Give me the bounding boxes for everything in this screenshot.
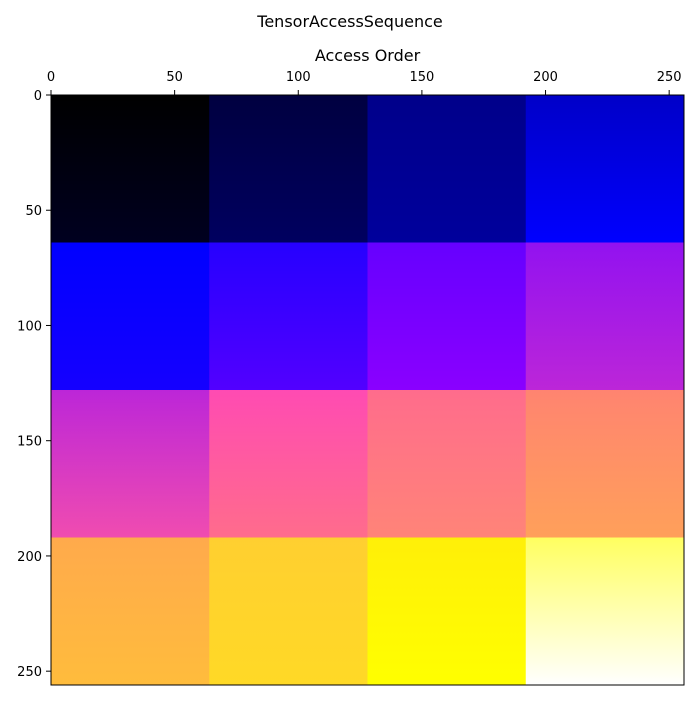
y-tick-label: 100: [17, 319, 42, 334]
x-axis-label: Access Order: [315, 46, 421, 65]
y-tick-label: 150: [17, 435, 42, 450]
heatmap-cell-r1-c3: [525, 242, 685, 391]
heatmap-cell-r3-c2: [367, 537, 527, 686]
heatmap-cells: [51, 95, 685, 686]
x-tick-label: 50: [166, 70, 183, 85]
y-axis-ticks: 0 50 100 150 200 250: [17, 89, 51, 680]
heatmap-cell-r2-c0: [51, 390, 210, 538]
plot-frame: [50, 94, 685, 686]
heatmap-cell-r1-c2: [367, 242, 527, 391]
y-tick-label: 0: [34, 89, 42, 104]
x-axis-ticks: 0 50 100 150 200 250: [47, 70, 682, 95]
heatmap-cell-r3-c3: [525, 537, 685, 686]
heatmap-cell-r0-c3: [525, 95, 685, 243]
x-tick-label: 200: [533, 70, 558, 85]
heatmap-cell-r1-c0: [51, 242, 210, 391]
heatmap-cell-r3-c1: [209, 537, 368, 686]
chart-title: TensorAccessSequence: [256, 12, 442, 31]
heatmap-cell-r2-c2: [367, 390, 527, 538]
x-tick-label: 150: [409, 70, 434, 85]
heatmap-cell-r1-c1: [209, 242, 368, 391]
y-tick-label: 50: [25, 204, 42, 219]
x-tick-label: 100: [286, 70, 311, 85]
heatmap-cell-r2-c1: [209, 390, 368, 538]
y-tick-label: 200: [17, 550, 42, 565]
heatmap-cell-r0-c2: [367, 95, 527, 243]
heatmap-cell-r2-c3: [525, 390, 685, 538]
x-tick-label: 0: [47, 70, 55, 85]
heatmap-cell-r0-c1: [209, 95, 368, 243]
heatmap-cell-r3-c0: [51, 537, 210, 686]
heatmap-cell-r0-c0: [51, 95, 210, 243]
y-tick-label: 250: [17, 665, 42, 680]
x-tick-label: 250: [657, 70, 682, 85]
